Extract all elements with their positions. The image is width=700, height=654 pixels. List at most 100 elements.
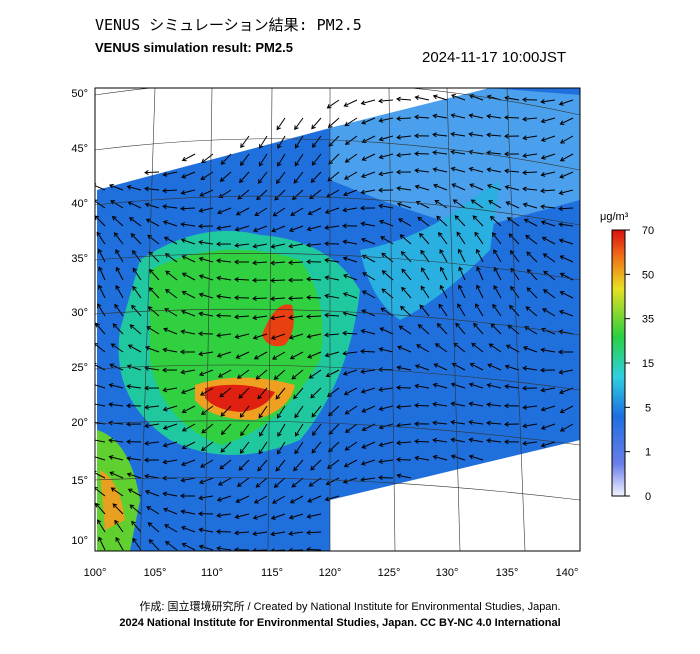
wind-arrow [162,441,178,448]
wind-arrow [504,439,520,445]
wind-arrow [540,387,556,393]
wind-arrow [414,184,430,191]
wind-arrow [235,207,250,216]
wind-arrow [289,351,304,360]
wind-arrow [234,530,250,536]
wind-arrow [238,459,250,471]
wind-arrow [504,421,520,427]
wind-arrow [147,234,160,245]
wind-arrow [342,369,358,376]
wind-arrow [95,342,106,353]
wind-arrow [378,458,394,464]
wind-arrow [112,323,124,335]
wind-arrow [324,312,340,318]
wind-arrow [558,309,574,317]
wind-arrow [414,133,430,139]
wind-arrow [200,171,214,181]
wind-arrow [306,259,322,265]
wind-arrow [294,153,304,167]
wind-arrow [325,369,340,378]
wind-arrow [144,473,160,479]
wind-arrow [146,506,160,515]
wind-arrow [181,272,196,281]
wind-arrow [378,171,394,177]
wind-arrow [234,333,250,339]
wind-arrow [432,94,448,101]
wind-arrow [288,260,304,266]
wind-arrow [396,404,412,410]
wind-arrow [113,232,124,245]
wind-arrow [216,546,232,551]
wind-arrow [468,382,484,389]
wind-arrow [475,248,484,263]
wind-arrow [525,234,538,245]
wind-arrow [360,171,376,179]
wind-arrow [270,333,286,340]
wind-arrow [486,402,502,408]
wind-arrow [414,151,430,157]
title-ja: VENUS シミュレーション結果: PM2.5 [95,16,362,34]
wind-arrow [307,207,322,216]
wind-arrow [144,423,160,429]
wind-arrow [216,225,232,231]
wind-arrow [522,404,538,410]
wind-arrow [144,404,160,410]
wind-arrow [115,284,124,299]
wind-arrow [273,477,286,488]
wind-arrow [436,323,448,335]
wind-arrow [522,186,538,192]
wind-arrow [508,233,520,245]
wind-arrow [327,117,340,128]
wind-arrow [288,277,304,283]
wind-arrow [126,421,142,427]
wind-arrow [276,117,286,131]
wind-arrow [540,188,556,194]
wind-arrow [542,308,556,317]
wind-arrow [216,313,232,319]
wind-arrow [342,330,358,336]
wind-arrow [378,386,394,392]
wind-arrow [540,117,556,124]
wind-arrow [129,504,142,515]
wind-arrow [252,243,268,249]
wind-arrow [486,438,502,444]
wind-arrow [216,258,232,264]
wind-arrow [277,423,286,437]
wind-arrow [450,93,466,101]
wind-arrow [130,233,142,245]
wind-arrow [558,238,574,245]
wind-arrow [559,255,574,263]
lon-label: 105° [144,567,167,579]
wind-arrow [432,113,448,119]
wind-arrow [342,239,358,245]
wind-arrow [360,459,376,466]
wind-arrow [324,351,340,358]
wind-arrow [526,251,538,263]
wind-arrow [457,303,466,317]
wind-arrow [471,342,484,353]
wind-arrow [110,343,124,353]
wind-arrow [558,349,574,355]
wind-arrow [505,201,520,209]
wind-arrow [559,272,574,281]
wind-arrow [180,387,196,395]
wind-arrow [289,495,304,504]
wind-arrow [126,456,142,461]
wind-arrow [162,423,178,430]
wind-arrow [181,255,196,263]
wind-arrow [291,189,304,201]
wind-arrow [324,332,340,338]
wind-arrow [420,249,430,263]
wind-arrow [486,183,502,191]
wind-arrow [450,437,466,443]
wind-arrow [259,423,268,437]
wind-arrow [108,183,124,191]
wind-arrow [475,303,484,317]
wind-arrow [128,217,142,227]
wind-arrow [378,441,394,448]
wind-arrow [219,387,232,398]
wind-arrow [450,166,466,173]
wind-arrow [401,268,412,281]
wind-arrow [504,403,520,409]
wind-arrow [401,286,412,299]
